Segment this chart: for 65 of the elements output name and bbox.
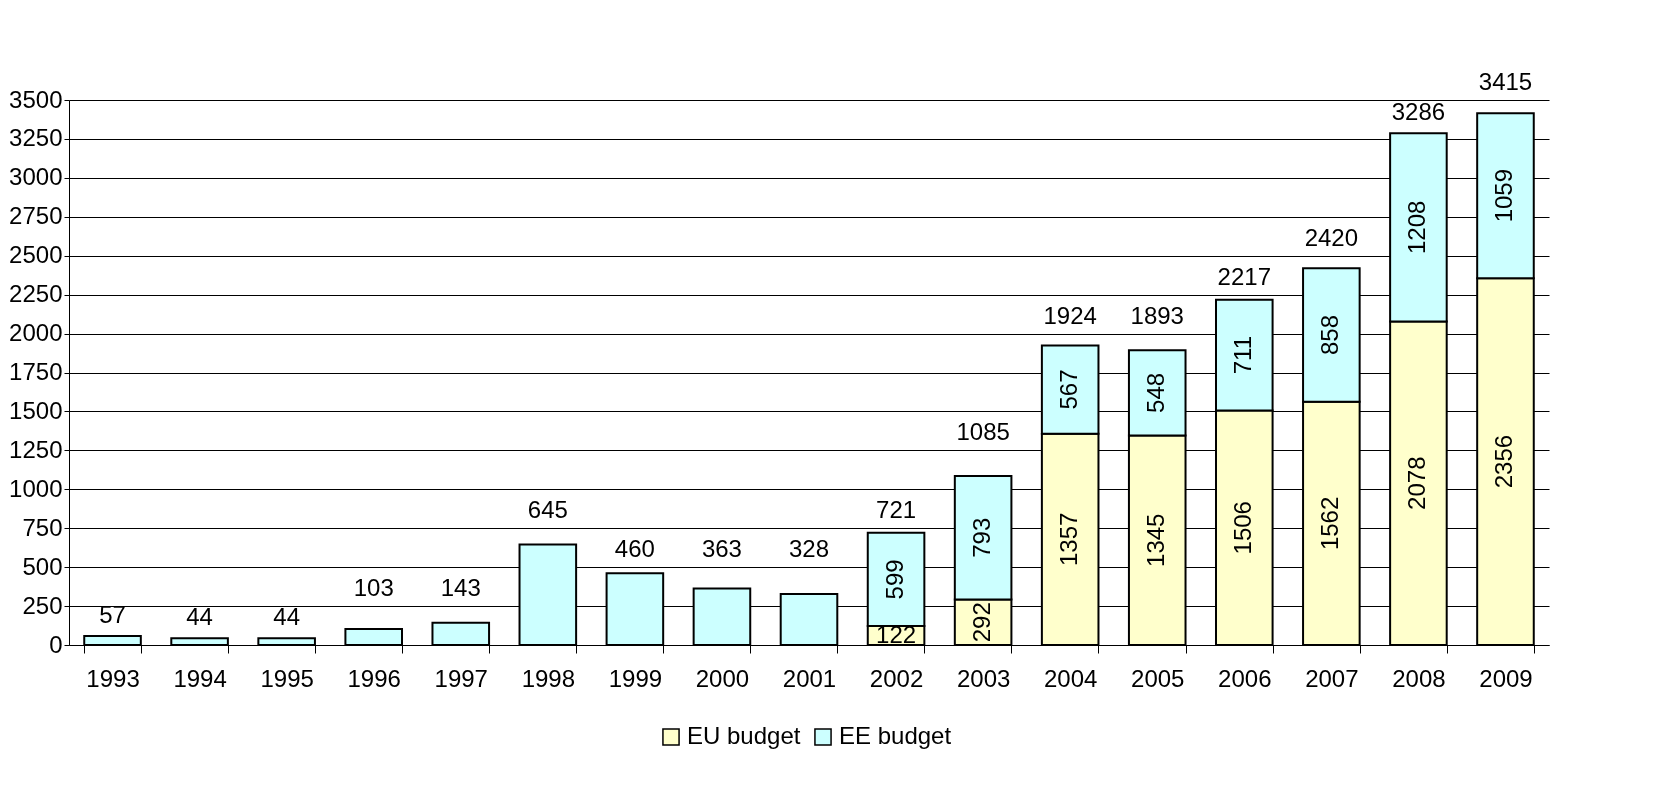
total-label: 2420 xyxy=(1304,223,1359,251)
y-tick-label: 2750 xyxy=(9,202,63,230)
total-label: 44 xyxy=(273,603,300,631)
total-label: 44 xyxy=(186,603,213,631)
total-label: 645 xyxy=(527,496,568,524)
data-label: 711 xyxy=(1229,336,1257,375)
data-label: 793 xyxy=(968,517,996,558)
data-label: 599 xyxy=(881,559,909,600)
data-label: 1506 xyxy=(1229,501,1257,555)
total-label: 721 xyxy=(876,496,917,524)
x-tick-label: 2005 xyxy=(1131,664,1185,692)
total-label: 1924 xyxy=(1043,301,1097,329)
data-label: 1208 xyxy=(1403,200,1431,255)
total-label: 3415 xyxy=(1478,68,1533,95)
total-label: 103 xyxy=(353,574,394,602)
x-tick-label: 1999 xyxy=(608,664,663,692)
data-label: 1562 xyxy=(1316,496,1344,551)
x-tick-label: 2001 xyxy=(782,664,837,692)
y-tick-label: 0 xyxy=(49,630,63,658)
data-label: 567 xyxy=(1055,369,1083,410)
total-label: 3286 xyxy=(1391,98,1446,126)
data-label: 1059 xyxy=(1490,168,1518,223)
x-tick-label: 1996 xyxy=(347,664,401,692)
data-label: 1345 xyxy=(1142,513,1170,567)
y-tick-label: 250 xyxy=(22,591,63,619)
y-tick-label: 2000 xyxy=(9,319,63,347)
y-tick-label: 500 xyxy=(22,552,63,580)
data-label: 1357 xyxy=(1055,512,1083,567)
total-label: 1085 xyxy=(956,418,1010,446)
x-tick-label: 2006 xyxy=(1218,664,1272,692)
data-label: 858 xyxy=(1316,314,1344,355)
total-label: 2217 xyxy=(1217,262,1271,290)
x-tick-label: 2008 xyxy=(1392,664,1446,692)
x-tick-label: 1997 xyxy=(434,664,488,692)
data-label: 2078 xyxy=(1403,456,1431,510)
x-tick-label: 2007 xyxy=(1305,664,1359,692)
y-tick-label: 3500 xyxy=(9,85,63,113)
y-tick-label: 2500 xyxy=(9,241,63,269)
x-tick-label: 2009 xyxy=(1479,664,1533,692)
x-tick-label: 2004 xyxy=(1043,664,1098,692)
y-tick-label: 1000 xyxy=(9,474,63,502)
y-tick-label: 1250 xyxy=(9,435,63,463)
x-tick-label: 1995 xyxy=(260,664,314,692)
total-label: 1893 xyxy=(1130,301,1184,329)
data-label: 548 xyxy=(1142,372,1170,413)
data-label: 292 xyxy=(968,602,996,643)
x-tick-label: 2003 xyxy=(956,664,1011,692)
total-label: 460 xyxy=(614,535,655,563)
legend-label: EE budget xyxy=(839,722,952,749)
y-tick-label: 3250 xyxy=(9,124,63,152)
total-label: 328 xyxy=(788,535,830,563)
total-label: 363 xyxy=(701,535,742,563)
x-tick-label: 2002 xyxy=(869,664,924,692)
y-tick-label: 2250 xyxy=(9,280,63,308)
x-tick-label: 1994 xyxy=(173,664,227,692)
y-tick-label: 3000 xyxy=(9,163,63,191)
data-label: 2356 xyxy=(1490,434,1518,489)
x-tick-label: 1998 xyxy=(521,664,576,692)
total-label: 143 xyxy=(440,574,481,602)
y-tick-label: 1750 xyxy=(9,358,63,385)
x-tick-label: 2000 xyxy=(695,664,750,692)
y-tick-label: 750 xyxy=(22,513,63,541)
y-tick-label: 1500 xyxy=(9,396,63,424)
x-tick-label: 1993 xyxy=(86,664,140,692)
legend-label: EU budget xyxy=(687,722,801,749)
